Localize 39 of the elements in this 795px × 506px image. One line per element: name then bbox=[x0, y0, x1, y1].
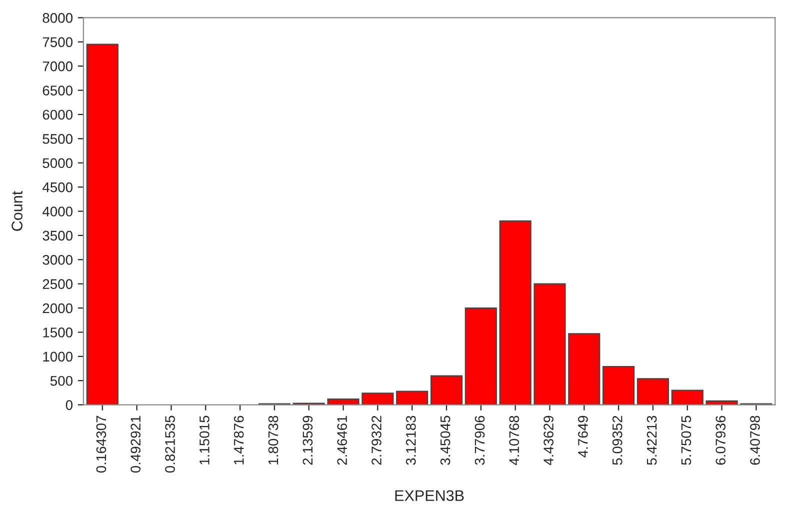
x-tick-label: 5.75075 bbox=[681, 416, 692, 465]
x-tick-label: 6.40798 bbox=[750, 416, 760, 465]
x-tick-label: 3.12183 bbox=[406, 416, 416, 465]
x-tick-label: 1.47876 bbox=[234, 416, 244, 464]
y-tick-label: 4500 bbox=[42, 182, 73, 192]
y-tick-label: 3000 bbox=[42, 254, 73, 265]
y-tick-label: 8000 bbox=[42, 13, 73, 23]
y-tick-label: 7500 bbox=[42, 37, 73, 48]
y-tick-label: 7000 bbox=[42, 61, 73, 72]
x-tick-label: 4.7649 bbox=[578, 416, 588, 458]
y-tick-label: 2000 bbox=[42, 303, 73, 314]
y-tick-label: 3500 bbox=[42, 230, 73, 241]
y-tick-label: 4000 bbox=[42, 206, 73, 216]
x-axis-title: EXPEN3B bbox=[395, 490, 464, 502]
x-tick-label: 4.43629 bbox=[544, 416, 554, 466]
x-tick-label: 4.10768 bbox=[509, 416, 520, 466]
y-tick-label: 2500 bbox=[42, 279, 73, 290]
x-tick-label: 0.492921 bbox=[130, 416, 141, 473]
y-tick-label: 5000 bbox=[42, 158, 73, 168]
x-tick-label: 2.79322 bbox=[372, 416, 382, 465]
x-tick-label: 0.821535 bbox=[165, 416, 175, 473]
x-tick-label: 3.45045 bbox=[440, 416, 450, 465]
y-tick-label: 500 bbox=[50, 376, 73, 386]
y-tick-label: 0 bbox=[66, 400, 73, 410]
y-axis-title: Count bbox=[12, 190, 22, 231]
x-tick-label: 1.15015 bbox=[200, 416, 210, 464]
x-tick-label: 1.80738 bbox=[268, 416, 278, 464]
x-tick-label: 6.07936 bbox=[716, 416, 726, 465]
x-tick-label: 2.46461 bbox=[337, 416, 347, 465]
y-tick-label: 6000 bbox=[42, 110, 73, 120]
x-tick-label: 5.42213 bbox=[646, 416, 657, 465]
y-tick-label: 1000 bbox=[43, 352, 73, 362]
x-tick-label: 0.164307 bbox=[96, 416, 106, 473]
y-tick-label: 6500 bbox=[42, 86, 73, 96]
x-tick-label: 2.13599 bbox=[302, 416, 313, 465]
y-tick-label: 5500 bbox=[42, 134, 73, 144]
y-tick-label: 1500 bbox=[43, 328, 73, 338]
x-tick-label: 3.77906 bbox=[474, 416, 485, 465]
x-tick-label: 5.09352 bbox=[612, 416, 622, 465]
